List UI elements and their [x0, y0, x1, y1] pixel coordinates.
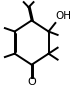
Text: OH: OH: [56, 11, 72, 21]
Text: O: O: [27, 77, 36, 87]
